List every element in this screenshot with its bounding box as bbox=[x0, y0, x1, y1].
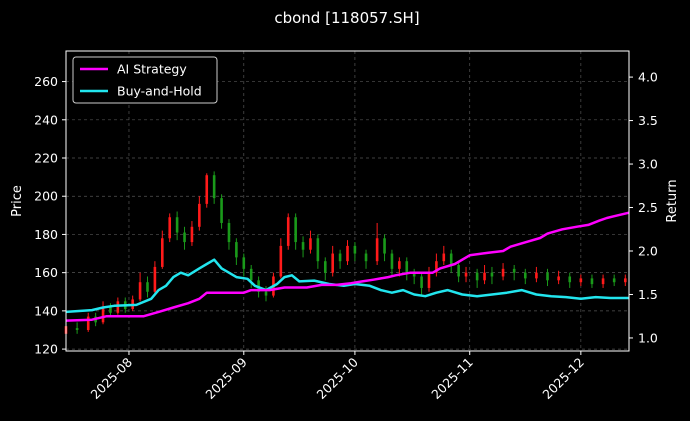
candle-body bbox=[579, 278, 583, 283]
candle-body bbox=[116, 301, 120, 313]
candle-body bbox=[301, 242, 305, 250]
y-axis-left-title: Price bbox=[10, 185, 25, 217]
y-tick-right-label: 1.5 bbox=[638, 287, 658, 302]
candle-body bbox=[235, 242, 238, 258]
candle-body bbox=[286, 217, 290, 246]
y-tick-left-label: 200 bbox=[34, 189, 58, 204]
candle-body bbox=[338, 253, 342, 262]
candle-body bbox=[109, 307, 112, 313]
y-tick-right-label: 4.0 bbox=[638, 70, 658, 85]
x-tick-label: 2025-12 bbox=[539, 355, 587, 403]
candle-body bbox=[546, 272, 549, 281]
candle-body bbox=[512, 268, 516, 273]
y-tick-left-label: 160 bbox=[34, 265, 58, 280]
candle-body bbox=[568, 276, 572, 283]
candle-body bbox=[501, 268, 505, 277]
return-lines bbox=[65, 211, 630, 322]
candle-body bbox=[346, 245, 349, 262]
y-tick-left-label: 260 bbox=[34, 74, 58, 89]
candle-body bbox=[427, 272, 431, 288]
plot-frame bbox=[65, 50, 630, 352]
y-tick-left-label: 140 bbox=[34, 303, 58, 318]
candle-body bbox=[601, 278, 605, 285]
candle-body bbox=[190, 226, 194, 243]
candle-body bbox=[75, 328, 79, 330]
candle-body bbox=[227, 222, 231, 243]
candle-body bbox=[316, 238, 320, 262]
candle-body bbox=[183, 232, 186, 243]
buy-and-hold-line bbox=[65, 258, 629, 314]
candle-body bbox=[138, 282, 142, 300]
candle-body bbox=[490, 272, 494, 277]
candle-body bbox=[353, 245, 357, 254]
y-tick-right-label: 2.5 bbox=[638, 200, 658, 215]
candle-body bbox=[442, 253, 446, 262]
candle-body bbox=[309, 238, 312, 250]
candle-body bbox=[294, 217, 297, 243]
candle-body bbox=[323, 261, 327, 273]
candle-body bbox=[205, 175, 209, 204]
candle-body bbox=[390, 253, 394, 269]
candle-body bbox=[612, 278, 616, 283]
ai-strategy-line bbox=[65, 211, 630, 322]
candle-body bbox=[212, 175, 216, 199]
y-tick-left-label: 120 bbox=[34, 342, 58, 357]
candle-body bbox=[483, 272, 486, 281]
candle-body bbox=[146, 282, 149, 292]
y-tick-left-label: 220 bbox=[34, 151, 58, 166]
candle-body bbox=[623, 278, 627, 283]
candle-body bbox=[405, 261, 409, 273]
candle-body bbox=[331, 253, 334, 273]
candle-body bbox=[279, 245, 283, 277]
candle-body bbox=[364, 253, 368, 262]
candle-body bbox=[449, 253, 453, 266]
candle-body bbox=[242, 257, 246, 269]
x-tick-label: 2025-09 bbox=[202, 354, 250, 402]
y-tick-left-label: 180 bbox=[34, 227, 58, 242]
candle-body bbox=[101, 307, 105, 323]
x-tick-label: 2025-10 bbox=[313, 354, 361, 402]
candle-body bbox=[264, 291, 268, 296]
y-tick-right-label: 2.0 bbox=[638, 244, 658, 259]
y-axis-right-title: Return bbox=[665, 179, 680, 222]
candle-body bbox=[175, 217, 179, 233]
candle-body bbox=[435, 261, 438, 273]
candle-body bbox=[398, 261, 401, 269]
candle-body bbox=[153, 266, 157, 292]
y-axis-left: 120 140 160 180 200 220 240 260 bbox=[34, 74, 66, 357]
candle-body bbox=[412, 272, 416, 277]
y-tick-left-label: 240 bbox=[34, 112, 58, 127]
candle-body bbox=[457, 265, 460, 277]
candle-body bbox=[383, 238, 386, 254]
chart-title: cbond [118057.SH] bbox=[274, 9, 419, 27]
candle-body bbox=[161, 238, 164, 267]
candle-body bbox=[220, 198, 223, 223]
candle-body bbox=[86, 316, 90, 330]
candle-body bbox=[375, 238, 379, 262]
candle-body bbox=[523, 272, 527, 279]
candle-body bbox=[557, 276, 560, 281]
candle-body bbox=[464, 272, 468, 277]
y-tick-right-label: 3.0 bbox=[638, 157, 658, 172]
y-tick-right-label: 3.5 bbox=[638, 113, 658, 128]
legend: AI Strategy Buy-and-Hold bbox=[72, 56, 218, 104]
legend-label: AI Strategy bbox=[117, 62, 187, 77]
y-tick-right-label: 1.0 bbox=[638, 330, 658, 345]
candle-body bbox=[535, 272, 538, 279]
legend-box bbox=[72, 56, 218, 104]
candle-body bbox=[590, 278, 594, 285]
x-axis: 2025-08 2025-09 2025-10 2025-11 2025-12 bbox=[88, 351, 587, 402]
candle-body bbox=[168, 217, 172, 239]
legend-label: Buy-and-Hold bbox=[117, 84, 202, 99]
y-axis-right: 1.0 1.5 2.0 2.5 3.0 3.5 4.0 bbox=[629, 70, 658, 345]
x-tick-label: 2025-11 bbox=[428, 355, 476, 403]
x-tick-label: 2025-08 bbox=[88, 354, 136, 402]
candle-body bbox=[198, 203, 201, 227]
candle-body bbox=[249, 268, 253, 281]
candle-body bbox=[420, 276, 423, 288]
candle-body bbox=[475, 272, 479, 281]
